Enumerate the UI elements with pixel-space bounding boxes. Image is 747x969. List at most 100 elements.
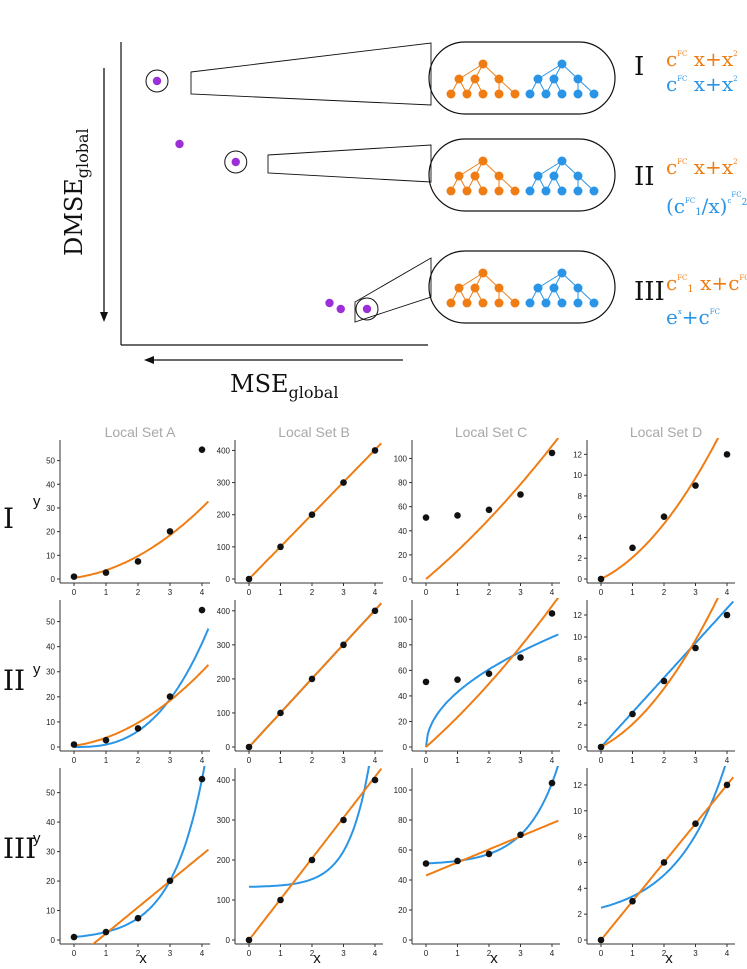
data-point bbox=[134, 558, 142, 565]
x-tick-label: 0 bbox=[72, 949, 77, 958]
y-tick-label: 0 bbox=[578, 936, 583, 945]
y-tick-label: 0 bbox=[51, 575, 56, 584]
y-tick-label: 40 bbox=[398, 692, 407, 701]
tree-node bbox=[557, 156, 567, 166]
tree-node bbox=[478, 59, 488, 69]
pareto-point bbox=[362, 304, 372, 314]
y-tick-label: 80 bbox=[398, 641, 407, 650]
tree-node bbox=[454, 171, 464, 181]
x-tick-label: 2 bbox=[662, 949, 667, 958]
fit-curves bbox=[73, 766, 210, 944]
tree-node bbox=[557, 59, 567, 69]
tree-node bbox=[573, 74, 583, 84]
x-tick-label: 0 bbox=[72, 756, 77, 765]
pareto-highlight-ring bbox=[355, 297, 379, 321]
x-tick-label: 1 bbox=[278, 949, 283, 958]
data-point bbox=[629, 544, 636, 552]
data-point bbox=[102, 569, 110, 576]
data-point bbox=[102, 736, 110, 744]
column-title: Local Set D bbox=[630, 424, 702, 440]
x-tick-label: 2 bbox=[310, 949, 315, 958]
fit-curve-orange bbox=[248, 442, 383, 580]
x-tick-label: 1 bbox=[278, 588, 283, 597]
data-point bbox=[166, 528, 174, 535]
data-point bbox=[629, 897, 636, 905]
x-tick-label: 1 bbox=[455, 949, 460, 958]
fit-curve-orange bbox=[248, 602, 383, 748]
x-tick-label: 4 bbox=[550, 949, 555, 958]
x-tick-label: 4 bbox=[725, 949, 730, 958]
y-tick-label: 100 bbox=[217, 896, 231, 905]
data-point bbox=[340, 641, 347, 649]
data-point bbox=[198, 446, 206, 453]
x-axis-label: x bbox=[139, 950, 147, 967]
data-point bbox=[548, 449, 556, 457]
tree-leaf bbox=[541, 186, 551, 196]
data-point bbox=[340, 479, 347, 486]
y-tick-label: 12 bbox=[573, 611, 582, 620]
tree-capsule bbox=[428, 41, 616, 115]
y-tick-label: 30 bbox=[46, 504, 55, 513]
mse-arrow-head bbox=[144, 356, 154, 364]
tree-leaf bbox=[589, 298, 599, 308]
y-tick-label: 0 bbox=[51, 743, 56, 752]
y-tick-label: 12 bbox=[573, 450, 582, 459]
tree-capsules bbox=[428, 41, 616, 324]
tree-leaf bbox=[446, 298, 456, 308]
y-tick-label: 0 bbox=[578, 743, 583, 752]
data-point bbox=[198, 775, 206, 783]
x-tick-label: 1 bbox=[455, 756, 460, 765]
fit-curves bbox=[600, 598, 735, 748]
model-expr-orange-1: cFC x+x2 bbox=[666, 47, 738, 71]
pareto-x-label: MSEglobal bbox=[230, 370, 338, 402]
y-tick-label: 60 bbox=[398, 846, 407, 855]
tree-leaf bbox=[525, 89, 535, 99]
tree-leaf bbox=[557, 298, 567, 308]
x-tick-label: 4 bbox=[725, 588, 730, 597]
tree-leaf bbox=[478, 89, 488, 99]
subplot-B-II: 0 100 200 300 400 0 1 2 3 4 bbox=[217, 600, 383, 765]
tree-node bbox=[573, 283, 583, 293]
subplot-A-III: 0 10 20 30 40 50 0 1 2 3 4 bbox=[46, 766, 210, 958]
data-point bbox=[371, 776, 379, 784]
x-tick-label: 0 bbox=[247, 756, 252, 765]
tree-leaf bbox=[573, 298, 583, 308]
tree-node bbox=[573, 171, 583, 181]
data-point bbox=[371, 447, 379, 454]
model-roman-3: III bbox=[634, 277, 665, 307]
x-tick-label: 3 bbox=[518, 949, 523, 958]
data-point bbox=[597, 743, 605, 751]
data-point bbox=[454, 857, 461, 865]
zoom-cone-II bbox=[267, 144, 432, 183]
y-tick-label: 400 bbox=[217, 607, 231, 616]
x-tick-label: 2 bbox=[310, 756, 315, 765]
x-tick-label: 0 bbox=[72, 588, 77, 597]
fit-curve-orange bbox=[425, 819, 559, 877]
x-tick-label: 0 bbox=[424, 756, 429, 765]
data-point bbox=[70, 933, 78, 941]
fit-curves bbox=[73, 500, 210, 579]
y-tick-label: 200 bbox=[217, 675, 231, 684]
y-tick-label: 50 bbox=[46, 618, 55, 627]
y-tick-label: 60 bbox=[398, 666, 407, 675]
x-axis-label: x bbox=[490, 950, 498, 967]
data-point bbox=[277, 543, 284, 551]
subplot-C-I: 0 20 40 60 80 100 0 1 2 3 4 bbox=[394, 438, 560, 597]
pareto-y-label: DMSEglobal bbox=[60, 128, 92, 256]
tree-node bbox=[549, 283, 559, 293]
data-point bbox=[485, 506, 493, 514]
data-point bbox=[597, 575, 605, 583]
data-point bbox=[308, 675, 316, 683]
x-tick-label: 2 bbox=[662, 588, 667, 597]
tree-node bbox=[478, 156, 488, 166]
x-tick-label: 3 bbox=[168, 756, 173, 765]
y-tick-label: 10 bbox=[573, 471, 582, 480]
tree-node bbox=[454, 74, 464, 84]
tree-node bbox=[549, 74, 559, 84]
x-tick-label: 2 bbox=[487, 588, 492, 597]
y-tick-label: 50 bbox=[46, 789, 55, 798]
data-point bbox=[660, 513, 668, 520]
data-point bbox=[723, 611, 731, 619]
data-point bbox=[277, 896, 284, 904]
